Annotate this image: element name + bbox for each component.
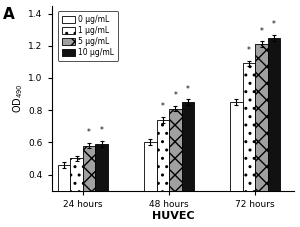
Text: *: * [247, 46, 251, 55]
Text: *: * [87, 128, 91, 137]
Bar [70, 158, 83, 227]
Bar [83, 146, 95, 227]
Bar [243, 64, 255, 227]
Bar [182, 102, 194, 227]
Bar [230, 102, 243, 227]
Bar [58, 165, 70, 227]
X-axis label: HUVEC: HUVEC [152, 211, 194, 222]
Text: *: * [260, 27, 263, 36]
Bar [169, 109, 182, 227]
Text: *: * [100, 126, 104, 136]
Bar [95, 144, 108, 227]
Bar [268, 38, 280, 227]
Text: *: * [186, 85, 190, 94]
Bar [157, 120, 169, 227]
Legend: 0 µg/mL, 1 µg/mL, 5 µg/mL, 10 µg/mL: 0 µg/mL, 1 µg/mL, 5 µg/mL, 10 µg/mL [58, 11, 118, 61]
Y-axis label: OD$_{490}$: OD$_{490}$ [12, 83, 26, 113]
Bar [255, 44, 268, 227]
Text: A: A [3, 7, 15, 22]
Bar [144, 142, 157, 227]
Text: *: * [173, 91, 177, 100]
Text: *: * [161, 102, 165, 111]
Text: *: * [272, 20, 276, 29]
